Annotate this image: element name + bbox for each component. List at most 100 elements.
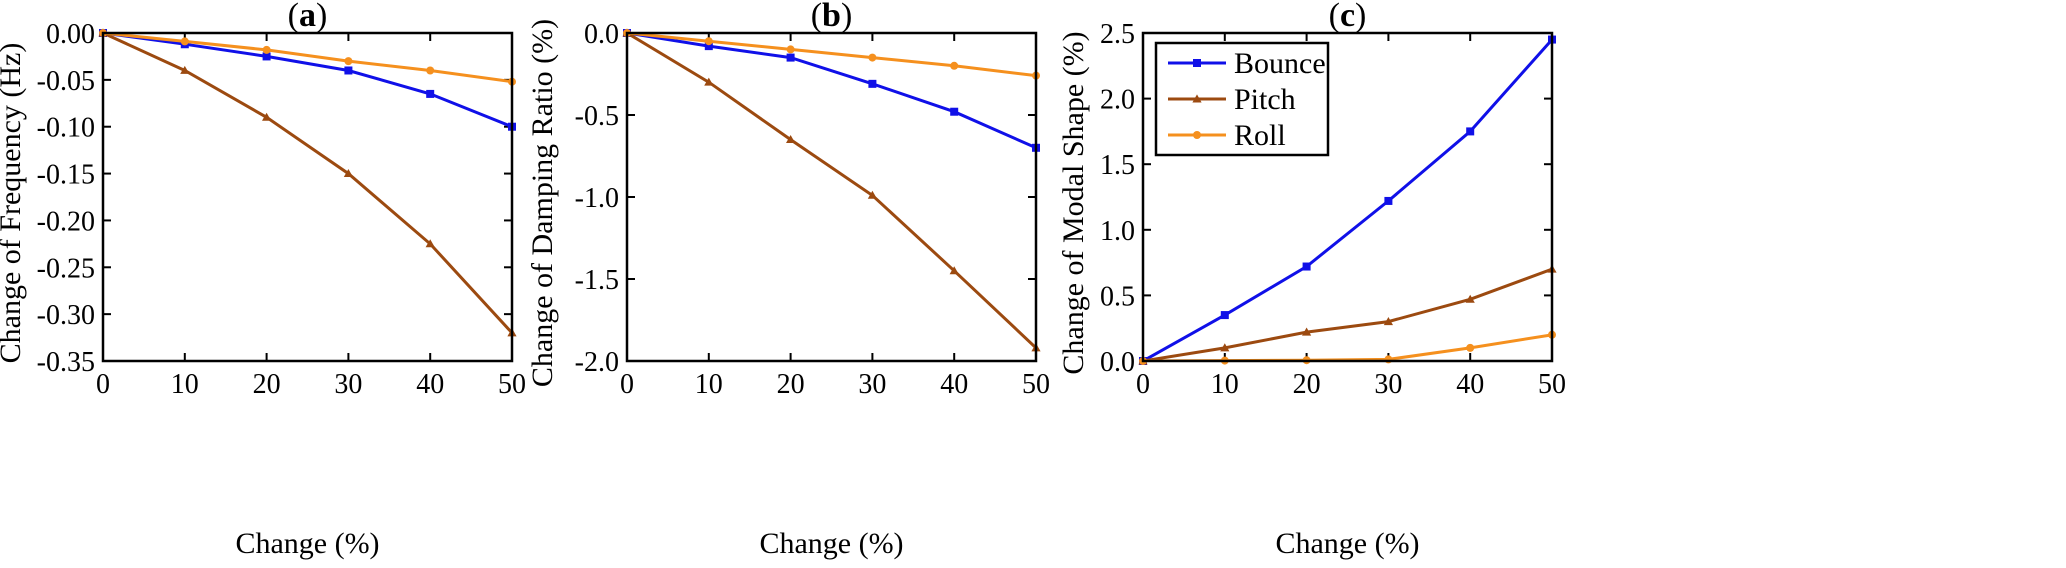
panel-b-series-bounce-point (704, 42, 713, 51)
panel-a-xlabel: Change (%) (235, 527, 379, 560)
panel-a-xtick-label: 10 (171, 369, 199, 400)
panel-a-series-roll-line (103, 33, 512, 84)
panel-c-series-bounce-point (1220, 311, 1229, 320)
panel-b-ytick-label: -2.0 (575, 347, 619, 378)
legend-bounce-label: Bounce (1234, 47, 1326, 80)
panel-b-ylabel: Change of Damping Ratio (%) (526, 19, 559, 387)
panel-a-ytick-label: -0.25 (37, 253, 95, 284)
panel-c-series-pitch-point (1465, 294, 1475, 303)
panel-a-series-bounce-point (262, 52, 271, 61)
panel-b-series-bounce-point (786, 53, 795, 62)
panel-a-frame (101, 31, 514, 363)
panel-c-xtick-label: 50 (1538, 369, 1566, 400)
panel-c-series-pitch-point (1302, 327, 1312, 336)
panel-a-ytick-label: -0.20 (37, 206, 95, 237)
panel-c-ytick-label: 2.0 (1100, 85, 1135, 116)
panel-a-ytick-label: 0.00 (46, 19, 95, 50)
legend-pitch-marker (1192, 94, 1202, 103)
panel-c-series-pitch-line (1143, 267, 1552, 361)
panel-b-series-roll-point (786, 45, 795, 54)
panel-a-series-pitch-point (180, 65, 190, 74)
panel-c-series-pitch-point (1220, 343, 1230, 352)
panel-c-series-roll-line (1143, 333, 1552, 361)
panel-c-series-bounce-line (1143, 38, 1552, 361)
panel-b-series-bounce-point (950, 107, 959, 116)
panel-a-xtick-label: 0 (96, 369, 110, 400)
panel-a-ytick-label: -0.30 (37, 300, 95, 331)
panel-a-ylabel: Change of Frequency (Hz) (0, 43, 27, 364)
panel-a-xtick-label: 30 (334, 369, 362, 400)
panel-b-series-pitch-line (627, 33, 1036, 349)
panel-c-xtick-label: 10 (1211, 369, 1239, 400)
panel-c-series-bounce-point (1302, 262, 1311, 271)
panel-c: (c) 0 10 20 30 40 50 0.0 0.5 1.0 1.5 2.0 2.5 Change (… (1057, 0, 1566, 560)
panel-b-xtick-label: 20 (777, 369, 805, 400)
panel-b-xtick-label: 30 (858, 369, 886, 400)
panel-a-series-pitch-point (425, 239, 435, 248)
panel-a-series-roll-point (262, 45, 271, 54)
legend-roll-label: Roll (1234, 119, 1286, 152)
panel-b-series-roll-point (704, 37, 713, 46)
panel-c-ylabel: Change of Modal Shape (%) (1057, 31, 1090, 374)
panel-c-series-bounce-point (1384, 196, 1393, 205)
panel-b-ytick-label: -0.5 (575, 101, 619, 132)
panel-b-series-pitch-point (949, 266, 959, 275)
panel-c-ytick-label: 2.5 (1100, 19, 1135, 50)
panel-c-frame (1141, 31, 1554, 363)
panel-b-xtick-label: 0 (620, 369, 634, 400)
panel-c-ytick-label: 0.0 (1100, 347, 1135, 378)
panel-a-xtick-label: 20 (253, 369, 281, 400)
panel-a-ytick-label: -0.05 (37, 66, 95, 97)
panel-b-series-pitch-point (704, 77, 714, 86)
legend-pitch-label: Pitch (1234, 83, 1296, 116)
panel-a-series-roll-point (180, 37, 189, 46)
panel-b-series-bounce-line (627, 33, 1036, 150)
panel-a-xtick-label: 50 (498, 369, 526, 400)
panel-b-series-roll-line (627, 33, 1036, 78)
panel-b-series-pitch-point (786, 135, 796, 144)
panel-b-title: (b) (811, 0, 853, 34)
panel-a: (a) 0 10 20 30 40 50 0.00 -0.05 -0.10 -0.15 -0.20 -0… (0, 0, 526, 560)
panel-b-xtick-label: 40 (940, 369, 968, 400)
legend-bounce-marker (1193, 59, 1201, 67)
panel-b-xtick-label: 10 (695, 369, 723, 400)
panel-a-series-pitch-point (343, 168, 353, 178)
panel-c-series-roll-point (1466, 343, 1475, 352)
panel-a-xtick-label: 40 (416, 369, 444, 400)
panel-c-xtick-label: 0 (1136, 369, 1150, 400)
panel-b-ytick-label: 0.0 (584, 19, 619, 50)
panel-c-xtick-label: 20 (1293, 369, 1321, 400)
panel-a-title: (a) (288, 0, 328, 34)
panel-a-ytick-label: -0.10 (37, 113, 95, 144)
panel-c-xlabel: Change (%) (1275, 527, 1419, 560)
panel-a-series-roll-point (426, 66, 435, 75)
panel-a-series-pitch-point (262, 112, 272, 121)
panel-b-frame (625, 31, 1038, 363)
panel-a-series-bounce-point (344, 66, 353, 75)
panel-a-ytick-label: -0.35 (37, 347, 95, 378)
panel-b: (b) 0 10 20 30 40 50 0.0 -0.5 -1.0 -1.5 -2.0 Change … (526, 0, 1050, 560)
panel-b-ytick-label: -1.0 (575, 183, 619, 214)
panel-c-ytick-label: 1.0 (1100, 216, 1135, 247)
panel-b-series-roll-point (950, 61, 959, 70)
panel-b-series-bounce-point (868, 79, 877, 88)
panel-a-ytick-label: -0.15 (37, 160, 95, 191)
panel-c-ytick-label: 0.5 (1100, 281, 1135, 312)
panel-b-xtick-label: 50 (1022, 369, 1050, 400)
panel-b-series-pitch-point (867, 190, 877, 199)
panel-c-xtick-label: 40 (1456, 369, 1484, 400)
panel-a-series-pitch-line (103, 33, 512, 334)
panel-b-xlabel: Change (%) (759, 527, 903, 560)
panel-c-title: (c) (1329, 0, 1367, 34)
panel-b-ytick-label: -1.5 (575, 265, 619, 296)
panel-a-series-bounce-line (103, 33, 512, 129)
panel-c-xtick-label: 30 (1374, 369, 1402, 400)
panel-a-series-roll-point (344, 57, 353, 66)
panel-c-series-pitch-point (1383, 317, 1393, 326)
panel-c-ytick-label: 1.5 (1100, 150, 1135, 181)
panel-a-series-bounce-point (426, 89, 435, 98)
legend-roll-marker (1193, 131, 1201, 139)
panel-c-series-bounce-point (1466, 127, 1475, 136)
